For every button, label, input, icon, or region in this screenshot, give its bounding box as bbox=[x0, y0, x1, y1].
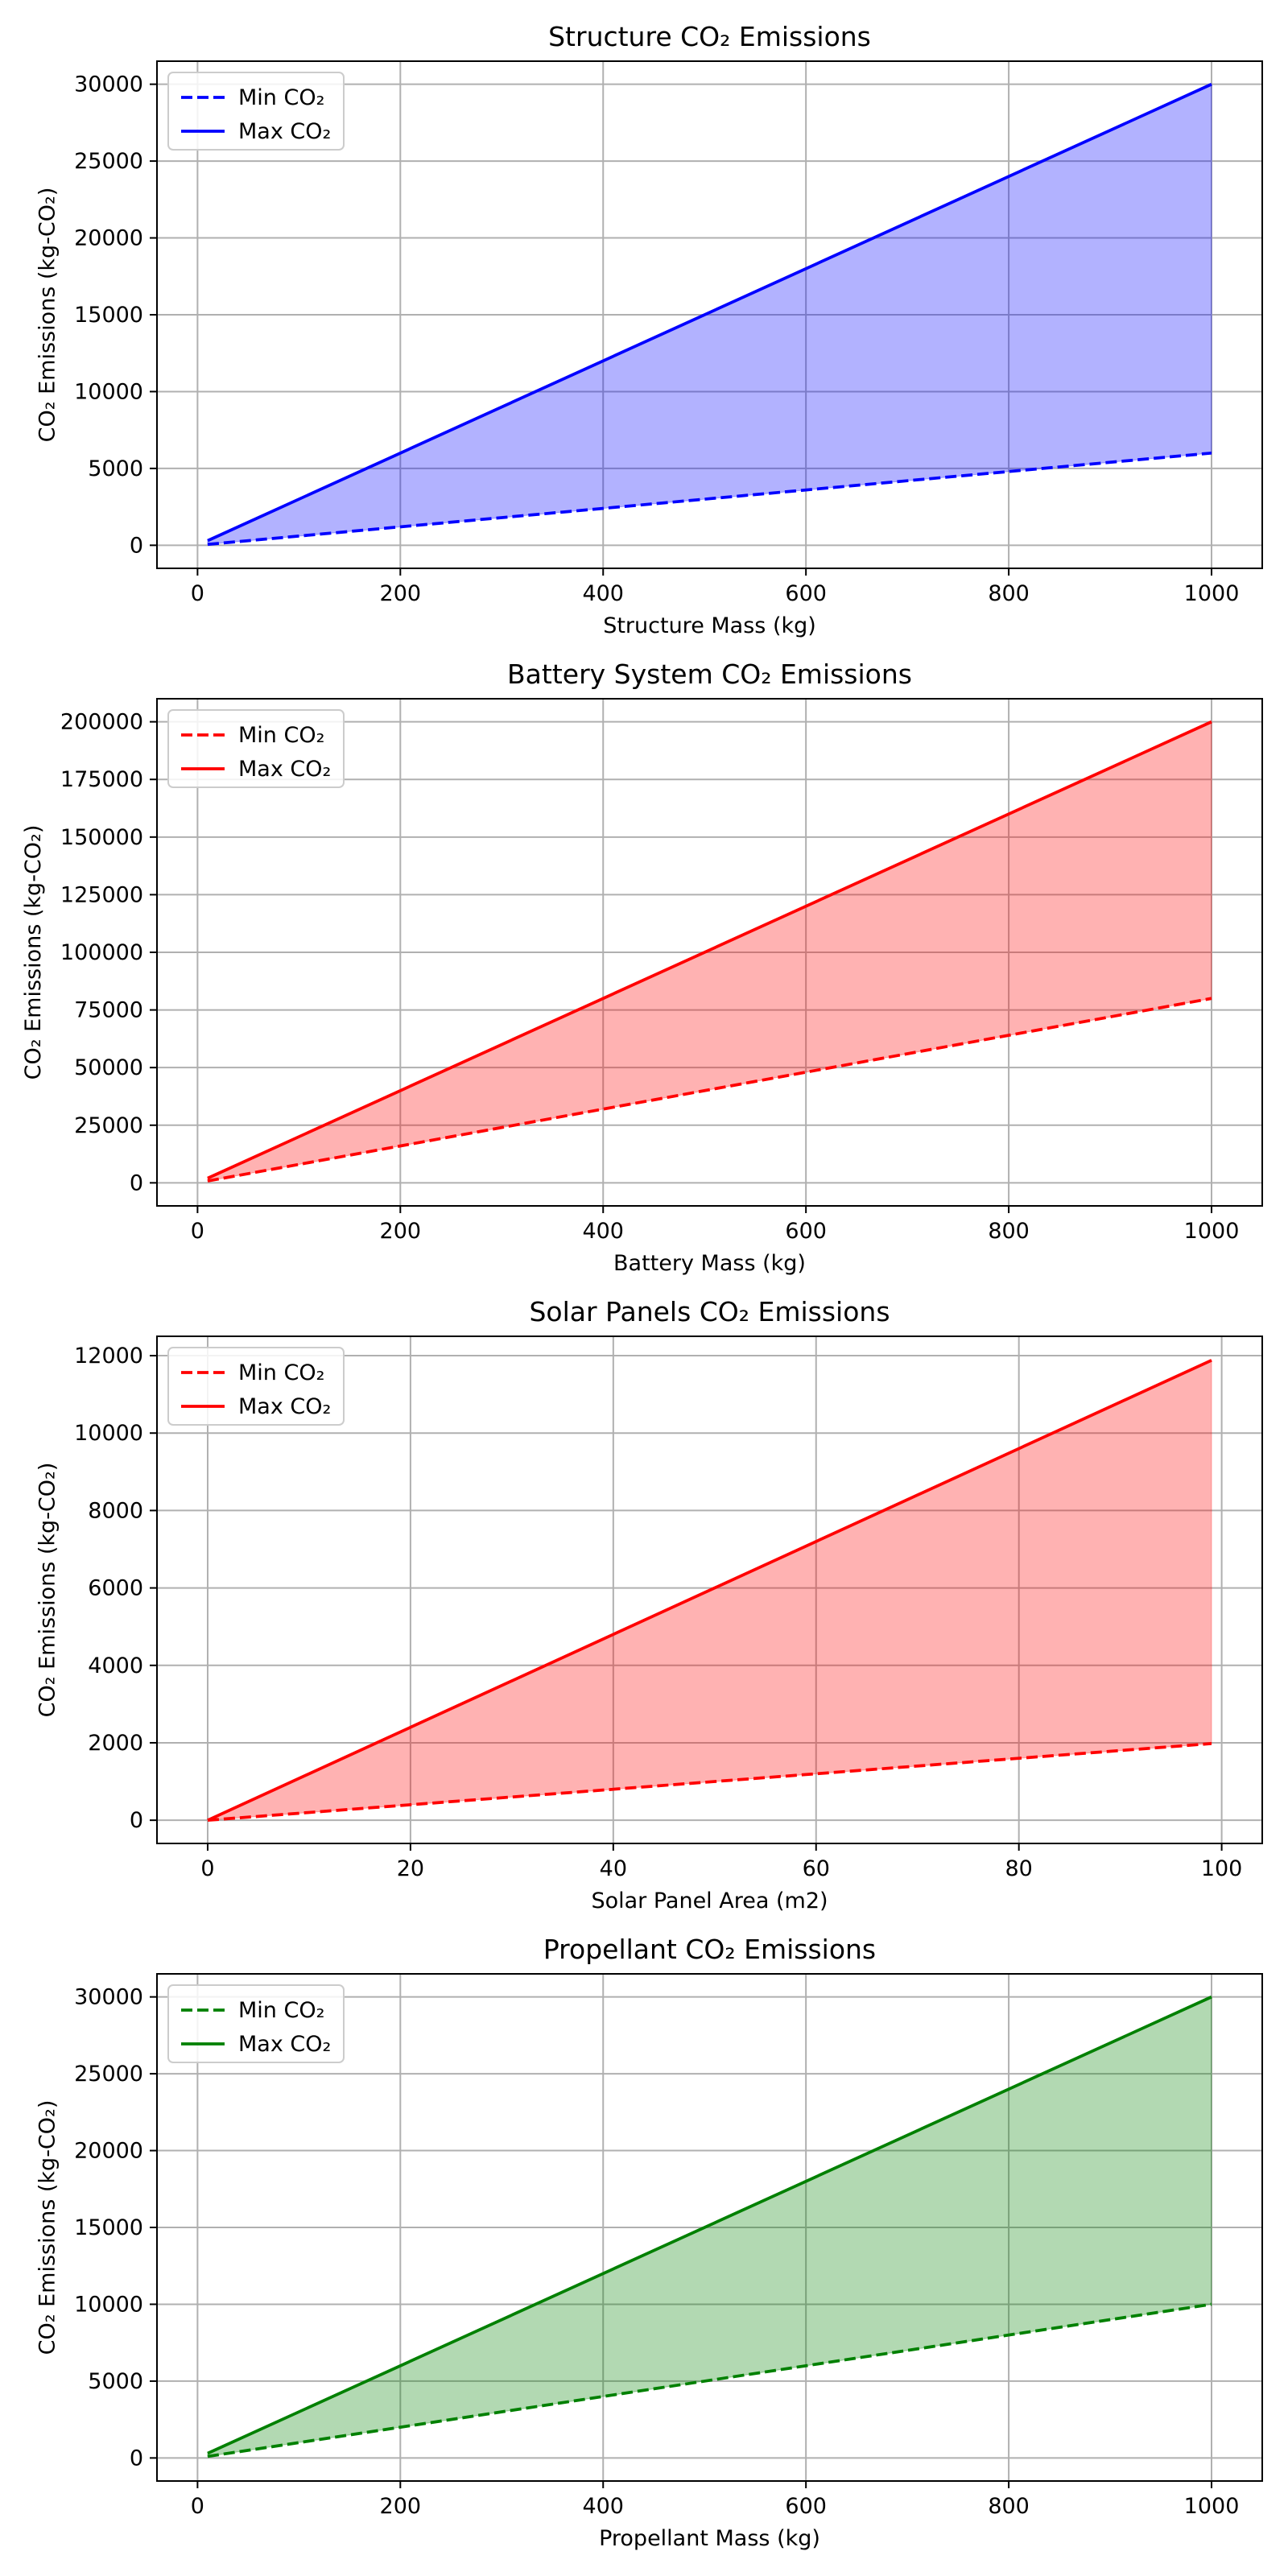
x-tick-label: 40 bbox=[600, 1856, 627, 1881]
x-tick-label: 0 bbox=[200, 1856, 214, 1881]
x-tick-label: 1000 bbox=[1184, 1219, 1240, 1244]
y-tick-label: 5000 bbox=[88, 456, 143, 481]
y-tick-label: 10000 bbox=[74, 379, 143, 404]
x-tick-label: 400 bbox=[582, 2494, 624, 2519]
y-tick-label: 125000 bbox=[60, 882, 143, 907]
y-tick-label: 4000 bbox=[88, 1653, 143, 1678]
legend-label: Min CO₂ bbox=[238, 1998, 324, 2023]
y-tick-label: 5000 bbox=[88, 2369, 143, 2394]
x-axis-label: Battery Mass (kg) bbox=[613, 1251, 806, 1276]
legend-label: Min CO₂ bbox=[238, 85, 324, 110]
min-series-line bbox=[207, 2302, 1212, 2458]
chart-panel-4: 0 200 400 600 800 100005000100001500020000250… bbox=[35, 1934, 1263, 2551]
max-series-line bbox=[207, 720, 1212, 1180]
y-tick-label: 200000 bbox=[60, 710, 143, 735]
y-tick-label: 0 bbox=[130, 1170, 143, 1195]
max-series-line bbox=[207, 1359, 1212, 1822]
x-axis-label: Propellant Mass (kg) bbox=[599, 2526, 820, 2551]
legend: Min CO₂ Max CO₂ bbox=[167, 1347, 345, 1426]
chart-panel-3: 0 20 40 60 80 100 0 2000 4000 6000 8000 10000 12000 S… bbox=[35, 1296, 1263, 1913]
legend-label: Max CO₂ bbox=[238, 119, 331, 144]
y-tick-label: 10000 bbox=[74, 2292, 143, 2317]
y-tick-label: 25000 bbox=[74, 1113, 143, 1138]
axes-frame bbox=[156, 1335, 1263, 1844]
y-axis-label: CO₂ Emissions (kg-CO₂) bbox=[21, 825, 46, 1080]
chart-panel-2: 0 200 400 600 800 1000 0 25000 50000 75000 100000 1… bbox=[21, 658, 1263, 1276]
max-series-line bbox=[207, 82, 1212, 543]
x-tick-label: 400 bbox=[582, 1219, 624, 1244]
chart-title: Propellant CO₂ Emissions bbox=[543, 1934, 876, 1965]
y-tick-label: 30000 bbox=[74, 72, 143, 97]
y-tick-label: 12000 bbox=[74, 1344, 143, 1368]
y-tick-label: 20000 bbox=[74, 2139, 143, 2164]
x-tick-label: 80 bbox=[1005, 1856, 1033, 1881]
y-tick-label: 150000 bbox=[60, 825, 143, 850]
x-tick-label: 800 bbox=[988, 1219, 1030, 1244]
x-tick-label: 1000 bbox=[1184, 2494, 1240, 2519]
max-series-line bbox=[207, 1995, 1212, 2455]
y-tick-label: 25000 bbox=[74, 2062, 143, 2087]
legend: Min CO₂ Max CO₂ bbox=[167, 709, 345, 788]
x-tick-label: 1000 bbox=[1184, 581, 1240, 606]
y-tick-label: 15000 bbox=[74, 303, 143, 328]
legend-label: Min CO₂ bbox=[238, 723, 324, 748]
y-tick-label: 175000 bbox=[60, 767, 143, 792]
min-series-line bbox=[207, 451, 1212, 547]
x-tick-label: 800 bbox=[988, 2494, 1030, 2519]
chart-panel-1: 0 200 400 600 800 100005000100001500020000250… bbox=[35, 21, 1263, 638]
x-tick-label: 0 bbox=[191, 1219, 204, 1244]
y-tick-label: 6000 bbox=[88, 1576, 143, 1601]
y-tick-label: 100000 bbox=[60, 940, 143, 965]
y-tick-label: 10000 bbox=[74, 1421, 143, 1446]
chart-title: Solar Panels CO₂ Emissions bbox=[529, 1296, 890, 1327]
y-tick-label: 25000 bbox=[74, 149, 143, 174]
x-tick-label: 100 bbox=[1201, 1856, 1243, 1881]
x-tick-label: 60 bbox=[803, 1856, 830, 1881]
x-tick-label: 200 bbox=[380, 2494, 422, 2519]
y-axis-label: CO₂ Emissions (kg-CO₂) bbox=[35, 1463, 60, 1718]
x-tick-label: 600 bbox=[785, 2494, 827, 2519]
y-tick-label: 30000 bbox=[74, 1985, 143, 2010]
y-tick-label: 2000 bbox=[88, 1731, 143, 1756]
legend: Min CO₂ Max CO₂ bbox=[167, 72, 345, 151]
legend-label: Max CO₂ bbox=[238, 2032, 331, 2057]
legend-label: Min CO₂ bbox=[238, 1360, 324, 1385]
y-tick-label: 75000 bbox=[74, 998, 143, 1023]
y-tick-label: 0 bbox=[130, 1808, 143, 1833]
x-tick-label: 0 bbox=[191, 2494, 204, 2519]
x-tick-label: 200 bbox=[380, 581, 422, 606]
chart-title: Battery System CO₂ Emissions bbox=[507, 658, 912, 690]
x-axis-label: Solar Panel Area (m2) bbox=[591, 1889, 828, 1913]
x-axis-label: Structure Mass (kg) bbox=[603, 613, 816, 638]
chart-title: Structure CO₂ Emissions bbox=[548, 21, 871, 52]
y-tick-label: 15000 bbox=[74, 2215, 143, 2240]
y-tick-label: 20000 bbox=[74, 226, 143, 251]
y-axis-label: CO₂ Emissions (kg-CO₂) bbox=[35, 2100, 60, 2355]
x-tick-label: 600 bbox=[785, 1219, 827, 1244]
y-tick-label: 8000 bbox=[88, 1498, 143, 1523]
legend-label: Max CO₂ bbox=[238, 1394, 331, 1419]
min-series-line bbox=[207, 1742, 1212, 1823]
y-tick-label: 0 bbox=[130, 533, 143, 558]
y-tick-label: 50000 bbox=[74, 1055, 143, 1080]
legend-label: Max CO₂ bbox=[238, 757, 331, 782]
y-axis-label: CO₂ Emissions (kg-CO₂) bbox=[35, 188, 60, 443]
x-tick-label: 600 bbox=[785, 581, 827, 606]
y-tick-label: 0 bbox=[130, 2446, 143, 2471]
x-tick-label: 400 bbox=[582, 581, 624, 606]
legend: Min CO₂ Max CO₂ bbox=[167, 1984, 345, 2063]
min-series-line bbox=[207, 997, 1212, 1183]
x-tick-label: 20 bbox=[397, 1856, 424, 1881]
x-tick-label: 0 bbox=[191, 581, 204, 606]
x-tick-label: 800 bbox=[988, 581, 1030, 606]
x-tick-label: 200 bbox=[380, 1219, 422, 1244]
